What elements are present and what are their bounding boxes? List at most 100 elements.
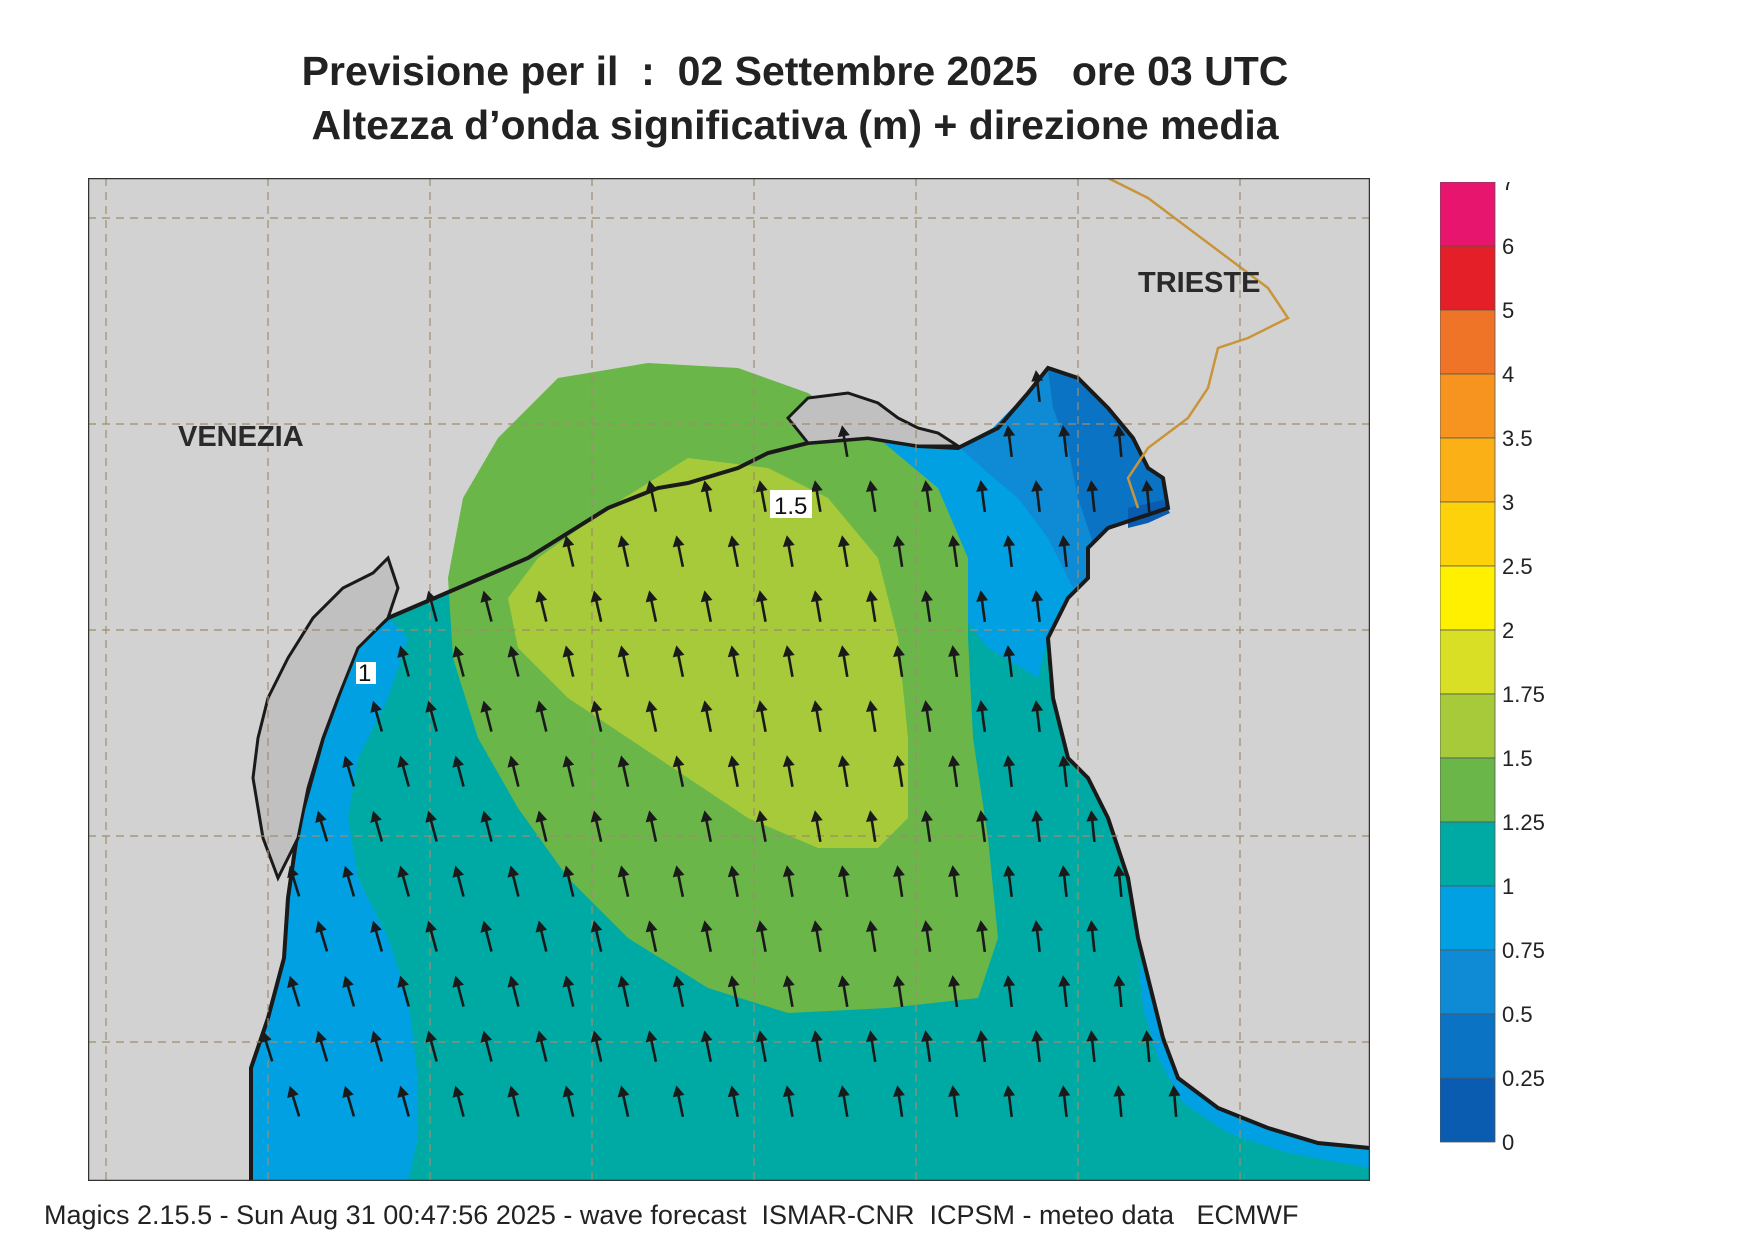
wave-arrow [1086,480,1099,513]
wave-arrow [342,865,356,897]
wave-arrow [315,1030,329,1062]
wave-arrow [893,755,905,788]
wave-arrow [865,810,878,843]
colorbar-swatch [1440,693,1496,759]
wave-arrow [837,975,850,1008]
wave-arrow [865,920,878,953]
wave-arrow [672,535,685,567]
wave-arrow [700,590,713,622]
colorbar-tick-label: 1 [1502,874,1514,899]
wave-arrow [397,865,411,897]
wave-arrow [1113,975,1126,1008]
wave-arrow [562,975,575,1007]
wave-arrow [1031,700,1044,733]
wave-arrow [480,920,493,952]
colorbar-tick-label: 0.75 [1502,938,1545,963]
wave-arrow [921,1030,933,1063]
wave-arrow [782,645,795,678]
wave-arrow [397,755,411,787]
colorbar-swatch [1440,1013,1496,1079]
wave-arrow [645,700,658,732]
colorbar-tick-label: 5 [1502,298,1514,323]
wave-arrow [287,865,301,897]
wave-arrow [976,920,989,953]
wave-arrow [1058,535,1071,568]
wave-arrow [755,590,768,623]
wave-arrow [590,700,603,732]
colorbar-swatch [1440,1077,1496,1143]
wave-arrow [425,810,438,842]
colorbar-tick-label: 2.5 [1502,554,1533,579]
wave-arrow [865,480,878,513]
wave-arrow [1031,480,1044,513]
wave-arrow [672,975,685,1007]
wave-arrow [617,865,630,897]
wave-arrow [507,865,520,897]
wave-arrow [837,1085,850,1118]
wave-arrow [617,1085,630,1117]
wave-arrow [1058,425,1071,458]
wave-arrow [727,645,740,677]
wave-arrow [672,755,685,787]
wave-arrow [1168,1085,1181,1118]
colorbar-swatch [1440,757,1496,823]
wave-arrow [948,535,960,568]
contour-0.25-0.5 [1048,370,1168,543]
wave-arrow [782,535,795,568]
wave-arrow [507,755,520,787]
wave-arrow [342,975,356,1007]
wave-arrow [755,1030,768,1063]
colorbar-swatch [1440,629,1496,695]
wave-arrow [452,1085,465,1117]
wave-arrow [1031,1030,1044,1063]
wave-arrow [810,920,823,953]
wave-arrow [700,480,713,512]
wave-arrow [590,1030,603,1062]
wave-arrow [370,1030,384,1062]
wave-arrow [976,700,989,733]
colorbar-tick-label: 6 [1502,234,1514,259]
wave-arrow [700,810,713,842]
colorbar-swatch [1440,501,1496,567]
wave-arrow [562,535,575,567]
wave-arrow [617,535,630,567]
wave-arrow [921,480,933,513]
wave-arrow [727,535,740,567]
wave-arrow [507,645,520,677]
wave-arrow [1086,1030,1099,1063]
wave-arrow [672,1085,685,1117]
wave-arrow [535,590,548,622]
wave-arrow [645,920,658,952]
wave-arrow [535,700,548,732]
wave-arrow [810,590,823,623]
colorbar-legend: 7 6 5 4 3.5 3 2.5 2 1.75 1.5 1.25 1 0.75 0.5 0.25 0 [1440,182,1545,1152]
wave-arrow [260,1030,274,1062]
wave-arrow [1003,535,1016,568]
wave-arrow [921,810,933,843]
wave-arrow [1113,425,1126,458]
contour-label-text: 1.5 [774,493,807,520]
colorbar-swatch [1440,245,1496,311]
wave-arrow [370,700,384,732]
wave-arrow [535,810,548,842]
wave-arrow [755,920,768,953]
wave-arrow [948,645,960,678]
wave-arrow [480,1030,493,1062]
wave-arrow [976,1030,989,1063]
wave-arrow [480,810,493,842]
wave-arrow [837,755,850,788]
wave-arrow [782,755,795,788]
wave-arrow [700,700,713,732]
wave-arrow [1031,920,1044,953]
wave-arrow [645,590,658,622]
wave-arrow [893,535,905,568]
colorbar-labels: 7 6 5 4 3.5 3 2.5 2 1.75 1.5 1.25 1 0.75 0.5 0.25 0 [1502,182,1545,1152]
wave-arrow [782,1085,795,1118]
wave-arrow [645,1030,658,1062]
contour-label-text: 1 [358,660,371,687]
wave-arrow [287,975,301,1007]
wave-arrow [1003,425,1016,458]
wave-arrow [397,1085,411,1117]
colorbar-swatch [1440,437,1496,503]
colorbar-tick-label: 0.5 [1502,1002,1533,1027]
